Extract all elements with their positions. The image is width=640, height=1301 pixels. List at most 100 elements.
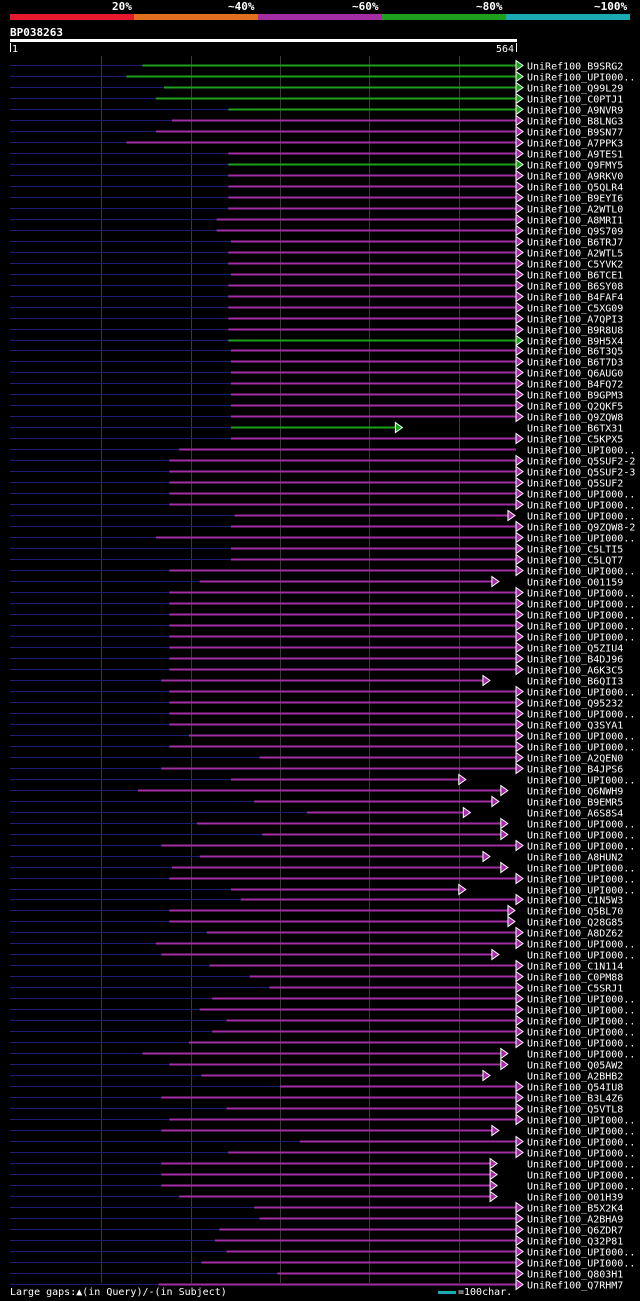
hit-label: UniRef100_C5LQT7 xyxy=(527,556,623,567)
hit-label: UniRef100_B6QII3 xyxy=(527,677,623,688)
hit-arrow xyxy=(515,531,524,544)
hit-arrow xyxy=(515,937,524,950)
hit-arrow xyxy=(515,334,524,347)
hit-arrow xyxy=(482,850,491,863)
hit-arrow xyxy=(515,279,524,292)
hit-arrow xyxy=(515,553,524,566)
large-gaps-label: Large gaps: xyxy=(10,1287,77,1298)
query-id: BP038263 xyxy=(10,26,63,39)
hit-label: UniRef100_Q5ZIU4 xyxy=(527,644,623,655)
hit-label: UniRef100_UPI000.. xyxy=(527,534,635,545)
hit-arrow xyxy=(394,421,404,434)
hit-label: UniRef100_C1N114 xyxy=(527,962,623,973)
hit-arrow xyxy=(515,586,524,599)
hit-label: UniRef100_UPI000.. xyxy=(527,864,635,875)
hit-label: UniRef100_A8MRI1 xyxy=(527,216,623,227)
hit-arrow xyxy=(515,59,524,72)
hit-label: UniRef100_UPI000.. xyxy=(527,820,635,831)
hit-arrow xyxy=(515,366,524,379)
hit-arrow xyxy=(515,652,524,665)
hit-label: UniRef100_UPI000.. xyxy=(527,622,635,633)
hit-arrow xyxy=(515,1091,524,1104)
hit-arrow xyxy=(515,1135,524,1148)
hit-label: UniRef100_C5SRJ1 xyxy=(527,984,623,995)
legend-tick-80: ~80% xyxy=(476,0,503,13)
hit-label: UniRef100_B9R8U8 xyxy=(527,326,623,337)
hit-arrow xyxy=(515,1223,524,1236)
hit-arrow xyxy=(507,509,516,522)
legend-segment xyxy=(10,14,134,20)
hit-label: UniRef100_UPI000.. xyxy=(527,886,635,897)
hit-label: UniRef100_UPI000.. xyxy=(527,743,635,754)
hit-label: UniRef100_Q9FMY5 xyxy=(527,161,623,172)
hit-label: UniRef100_UPI000.. xyxy=(527,1127,635,1138)
hit-label: UniRef100_A2WTL0 xyxy=(527,205,623,216)
hit-arrow xyxy=(515,257,524,270)
hit-arrow xyxy=(515,465,524,478)
hit-arrow xyxy=(515,377,524,390)
hit-arrow xyxy=(515,839,524,852)
hit-arrow xyxy=(515,762,524,775)
hit-label: UniRef100_Q5SUF2-2 xyxy=(527,457,635,468)
hit-arrow xyxy=(500,784,509,797)
hit-arrow xyxy=(515,410,524,423)
hit-label: UniRef100_Q5VTL8 xyxy=(527,1105,623,1116)
hit-arrow xyxy=(515,235,524,248)
hit-arrow xyxy=(500,1047,509,1060)
hit-label: UniRef100_UPI000.. xyxy=(527,73,635,84)
hit-label: UniRef100_B4FQ72 xyxy=(527,380,623,391)
hit-arrow xyxy=(515,323,524,336)
hit-arrow xyxy=(515,169,524,182)
hit-label: UniRef100_Q5SUF2 xyxy=(527,479,623,490)
hit-arrow xyxy=(491,948,500,961)
hit-arrow xyxy=(515,619,524,632)
hit-label: UniRef100_Q7RHM7 xyxy=(527,1281,623,1292)
hit-label: UniRef100_UPI000.. xyxy=(527,710,635,721)
hit-arrow xyxy=(515,1212,524,1225)
hit-label: UniRef100_Q5BL70 xyxy=(527,907,623,918)
hit-label: UniRef100_B6SY08 xyxy=(527,282,623,293)
hit-arrow xyxy=(515,641,524,654)
hit-label: UniRef100_A6K3C5 xyxy=(527,666,623,677)
hit-label: UniRef100_UPI000.. xyxy=(527,1039,635,1050)
hit-label: UniRef100_UPI000.. xyxy=(527,1248,635,1259)
hit-label: UniRef100_B9EYI6 xyxy=(527,194,623,205)
hit-arrow xyxy=(507,904,516,917)
hit-arrow xyxy=(515,290,524,303)
hit-label: UniRef100_Q9ZQW8 xyxy=(527,413,623,424)
query-bar xyxy=(10,39,517,42)
hit-arrow xyxy=(500,861,509,874)
hit-arrow xyxy=(515,597,524,610)
hit-arrow xyxy=(515,312,524,325)
hit-arrow xyxy=(515,147,524,160)
legend-tick-60: ~60% xyxy=(352,0,379,13)
hit-arrow xyxy=(515,1146,524,1159)
hit-arrow xyxy=(515,926,524,939)
hit-label: UniRef100_UPI000.. xyxy=(527,1006,635,1017)
hit-arrow xyxy=(515,893,524,906)
hit-label: UniRef100_UPI000.. xyxy=(527,1138,635,1149)
hit-label: UniRef100_Q99L29 xyxy=(527,84,623,95)
hit-label: UniRef100_Q05AW2 xyxy=(527,1061,623,1072)
hit-arrow xyxy=(515,718,524,731)
hit-arrow xyxy=(500,1058,509,1071)
hit-label: UniRef100_UPI000.. xyxy=(527,490,635,501)
hit-arrow xyxy=(489,1190,498,1203)
hit-label: UniRef100_Q2QKF5 xyxy=(527,402,623,413)
hit-arrow xyxy=(515,707,524,720)
legend-tick-20: 20% xyxy=(112,0,132,13)
ruler-end-label: 564 xyxy=(496,44,514,55)
hit-arrow xyxy=(500,828,509,841)
hit-label: UniRef100_UPI000.. xyxy=(527,1017,635,1028)
scale-swatch xyxy=(438,1290,456,1294)
hit-label: UniRef100_C5YVK2 xyxy=(527,260,623,271)
legend-tick-40: ~40% xyxy=(228,0,255,13)
hit-label: UniRef100_UPI000.. xyxy=(527,1050,635,1061)
hit-arrow xyxy=(515,432,524,445)
hit-arrow xyxy=(515,268,524,281)
hit-label: UniRef100_C0PM88 xyxy=(527,973,623,984)
hit-arrow xyxy=(515,103,524,116)
hit-arrow xyxy=(515,498,524,511)
hit-label: UniRef100_B6T7D3 xyxy=(527,358,623,369)
